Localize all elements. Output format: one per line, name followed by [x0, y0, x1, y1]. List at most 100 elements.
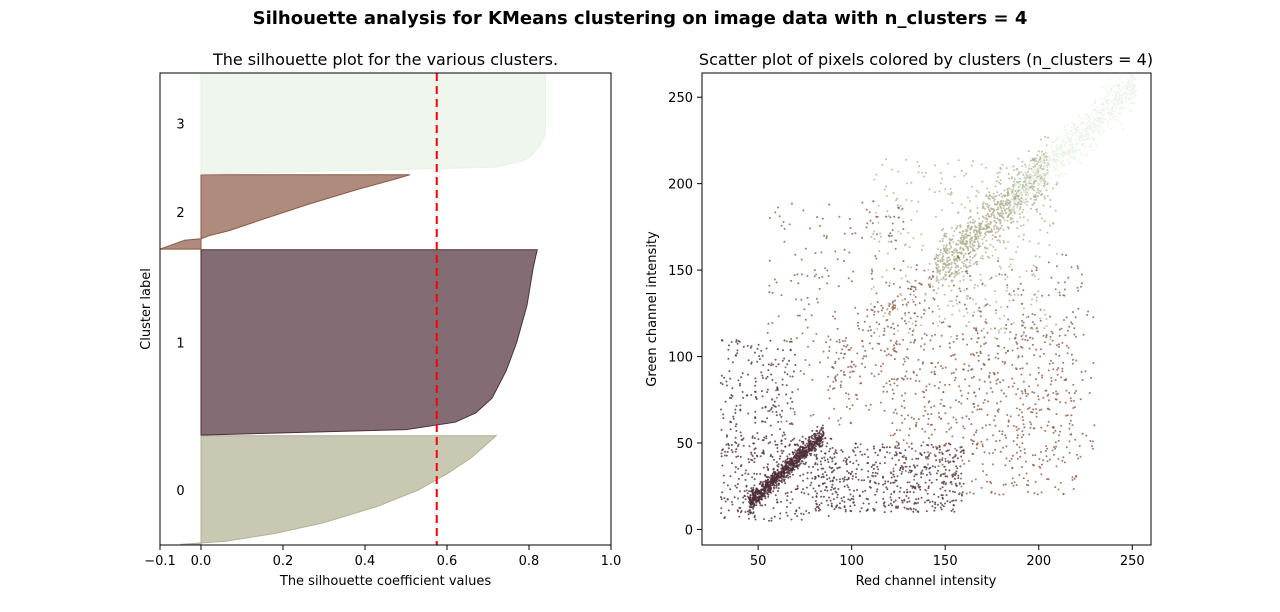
- scatter-point: [1031, 391, 1034, 393]
- scatter-point: [1108, 114, 1111, 117]
- scatter-point: [878, 323, 881, 326]
- scatter-point: [764, 488, 767, 491]
- scatter-point: [983, 305, 986, 308]
- scatter-point: [946, 325, 949, 327]
- scatter-point: [1035, 164, 1038, 167]
- scatter-point: [922, 361, 925, 364]
- scatter-point: [1065, 254, 1068, 257]
- scatter-point: [984, 228, 987, 231]
- scatter-point: [1015, 425, 1018, 428]
- scatter-point: [1044, 172, 1046, 175]
- scatter-point: [1130, 109, 1133, 112]
- scatter-point: [1035, 299, 1038, 302]
- scatter-point: [760, 390, 763, 393]
- scatter-point: [720, 512, 723, 515]
- scatter-point: [848, 488, 851, 491]
- scatter-point: [1011, 193, 1014, 196]
- scatter-point: [904, 470, 907, 472]
- silhouette-axes-frame: [159, 72, 612, 546]
- scatter-point: [969, 209, 972, 211]
- scatter-point: [883, 504, 886, 507]
- scatter-point: [1004, 247, 1007, 250]
- scatter-point: [767, 476, 770, 478]
- scatter-point: [802, 479, 804, 482]
- scatter-point: [1094, 125, 1097, 128]
- scatter-point: [819, 460, 822, 463]
- scatter-point: [1081, 122, 1084, 124]
- scatter-point: [784, 437, 787, 440]
- scatter-point: [1134, 83, 1137, 86]
- scatter-point: [1090, 112, 1093, 115]
- scatter-point: [1057, 458, 1060, 460]
- scatter-point: [954, 247, 957, 250]
- scatter-point: [885, 195, 888, 197]
- scatter-point: [1025, 270, 1028, 273]
- scatter-point: [907, 332, 910, 334]
- scatter-point: [900, 208, 903, 211]
- scatter-point: [1063, 294, 1066, 297]
- scatter-point: [793, 437, 796, 440]
- scatter-point: [1052, 431, 1055, 434]
- scatter-point: [872, 467, 875, 470]
- scatter-point: [804, 444, 807, 447]
- scatter-point: [896, 308, 899, 311]
- scatter-point: [765, 485, 768, 488]
- scatter-point: [999, 400, 1002, 403]
- scatter-point: [962, 449, 965, 452]
- scatter-point: [920, 496, 923, 499]
- scatter-point: [931, 285, 934, 288]
- scatter-point: [981, 443, 984, 446]
- scatter-point: [811, 496, 814, 499]
- scatter-point: [1016, 194, 1019, 197]
- scatter-point: [941, 367, 944, 370]
- scatter-point: [751, 435, 754, 438]
- scatter-point: [850, 280, 853, 283]
- scatter-point: [952, 499, 955, 502]
- scatter-point: [1087, 135, 1089, 138]
- scatter-point: [940, 508, 943, 511]
- scatter-point: [765, 347, 768, 350]
- scatter-point: [997, 378, 999, 381]
- scatter-point: [923, 299, 926, 302]
- scatter-point: [753, 478, 756, 481]
- scatter-point: [1012, 321, 1015, 324]
- scatter-point: [976, 341, 979, 344]
- scatter-point: [1028, 188, 1031, 191]
- scatter-point: [912, 510, 915, 513]
- scatter-point: [954, 454, 957, 457]
- scatter-point: [1078, 444, 1081, 447]
- scatter-point: [989, 223, 992, 226]
- scatter-point: [886, 451, 889, 454]
- scatter-point: [1062, 493, 1065, 496]
- scatter-point: [1038, 165, 1041, 168]
- scatter-point: [1002, 241, 1005, 244]
- scatter-point: [750, 501, 753, 504]
- scatter-point: [949, 187, 952, 190]
- scatter-point: [727, 447, 730, 450]
- scatter-point: [804, 318, 807, 321]
- scatter-point: [762, 449, 765, 452]
- scatter-point: [982, 227, 985, 230]
- scatter-point: [1052, 392, 1055, 394]
- scatter-point: [1064, 281, 1066, 284]
- scatter-point: [785, 420, 788, 423]
- scatter-point: [917, 511, 920, 513]
- scatter-point: [945, 265, 948, 268]
- scatter-point: [784, 482, 787, 485]
- scatter-point: [863, 479, 866, 482]
- scatter-point: [992, 371, 995, 374]
- scatter-point: [1073, 327, 1076, 330]
- scatter-point: [806, 471, 809, 474]
- scatter-point: [1036, 210, 1038, 213]
- scatter-point: [896, 295, 899, 298]
- scatter-point: [874, 493, 877, 496]
- scatter-point: [1065, 150, 1068, 153]
- scatter-point: [999, 327, 1002, 330]
- scatter-point: [1055, 183, 1058, 186]
- scatter-point: [959, 226, 962, 229]
- scatter-point: [911, 322, 914, 325]
- scatter-point: [947, 266, 950, 269]
- scatter-point: [935, 292, 938, 295]
- scatter-point: [974, 235, 977, 238]
- scatter-point: [956, 272, 959, 275]
